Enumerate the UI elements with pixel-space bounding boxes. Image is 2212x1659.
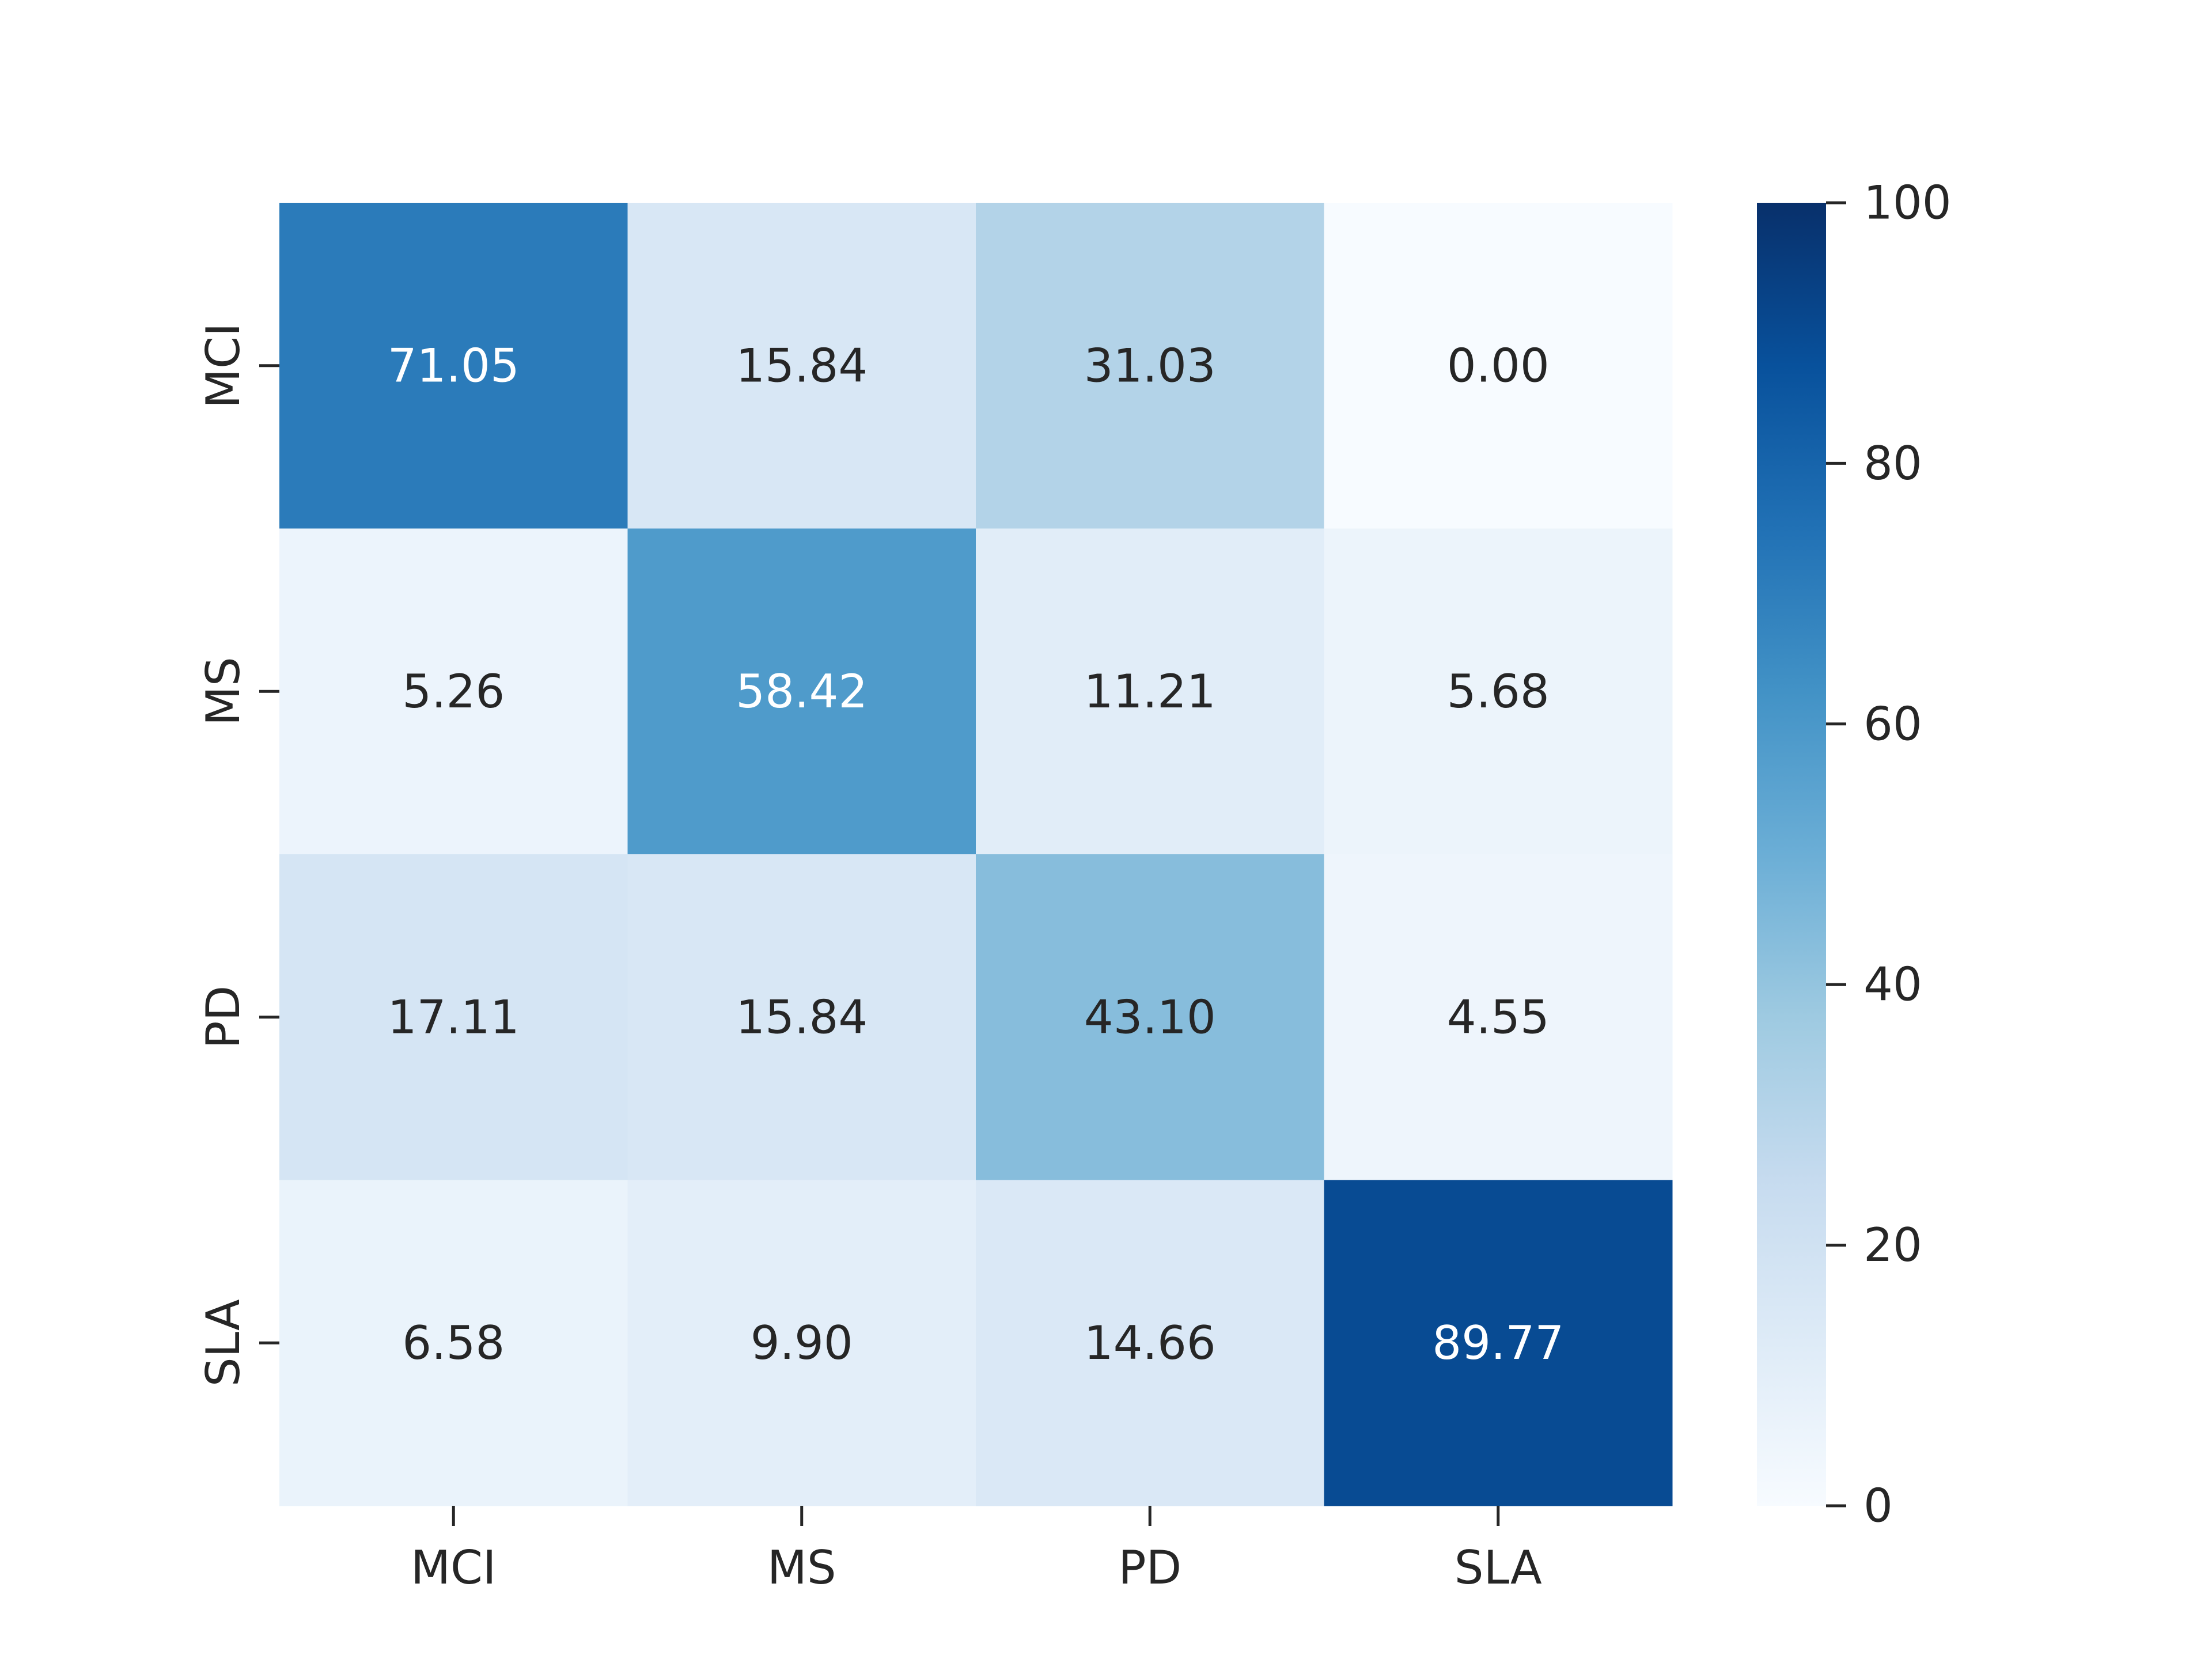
heatmap-cell xyxy=(627,854,976,1180)
cell-value-label: 6.58 xyxy=(402,1316,505,1370)
cell-value-label: 14.66 xyxy=(1084,1316,1216,1370)
heatmap-cell xyxy=(279,854,628,1180)
heatmap-cells: 71.05 15.84 31.03 0.00 5.26 58.42 11.21 5.68 17.… xyxy=(279,203,1673,1506)
cell-value-label: 58.42 xyxy=(736,665,868,718)
heatmap-cell xyxy=(279,1180,628,1506)
y-axis: MCI MS PD SLA xyxy=(196,323,279,1387)
cell-value-label: 4.55 xyxy=(1447,990,1550,1044)
heatmap-cell xyxy=(279,528,628,855)
heatmap-cell xyxy=(1324,1180,1673,1506)
heatmap-cell xyxy=(976,528,1324,855)
heatmap-cell xyxy=(627,1180,976,1506)
x-tick-label: SLA xyxy=(1455,1541,1542,1594)
y-tick-label: MCI xyxy=(196,323,250,408)
cell-value-label: 15.84 xyxy=(736,990,868,1044)
cell-value-label: 9.90 xyxy=(751,1316,853,1370)
colorbar-tick-label: 20 xyxy=(1863,1218,1922,1272)
colorbar: 0 20 40 60 80 100 xyxy=(1757,176,1952,1533)
heatmap-cell xyxy=(1324,203,1673,529)
colorbar-tick-label: 60 xyxy=(1863,697,1922,751)
colorbar-tick-label: 100 xyxy=(1863,176,1952,230)
x-tick-label: PD xyxy=(1118,1541,1181,1594)
heatmap-cell xyxy=(627,203,976,529)
y-tick-label: PD xyxy=(196,986,250,1049)
cell-value-label: 5.26 xyxy=(402,665,505,718)
x-tick-label: MCI xyxy=(411,1541,496,1594)
cell-value-label: 5.68 xyxy=(1447,665,1550,718)
colorbar-tick-label: 40 xyxy=(1863,958,1922,1012)
cell-value-label: 89.77 xyxy=(1432,1316,1564,1370)
cell-value-label: 0.00 xyxy=(1447,339,1550,392)
cell-value-label: 71.05 xyxy=(388,339,520,392)
heatmap-cell xyxy=(976,1180,1324,1506)
y-tick-label: MS xyxy=(196,657,250,726)
cell-value-label: 31.03 xyxy=(1084,339,1216,392)
cell-value-label: 15.84 xyxy=(736,339,868,392)
colorbar-gradient xyxy=(1757,203,1826,1506)
heatmap-cell xyxy=(976,854,1324,1180)
cell-value-label: 17.11 xyxy=(388,990,520,1044)
x-tick-label: MS xyxy=(767,1541,836,1594)
cell-value-label: 43.10 xyxy=(1084,990,1216,1044)
heatmap-cell xyxy=(1324,854,1673,1180)
cell-value-label: 11.21 xyxy=(1084,665,1216,718)
heatmap-cell xyxy=(279,203,628,529)
x-axis: MCI MS PD SLA xyxy=(411,1506,1542,1594)
heatmap-cell xyxy=(976,203,1324,529)
colorbar-tick-label: 0 xyxy=(1863,1479,1893,1533)
y-tick-label: SLA xyxy=(196,1299,250,1387)
heatmap-cell xyxy=(627,528,976,855)
colorbar-tick-label: 80 xyxy=(1863,437,1922,490)
heatmap-cell xyxy=(1324,528,1673,855)
